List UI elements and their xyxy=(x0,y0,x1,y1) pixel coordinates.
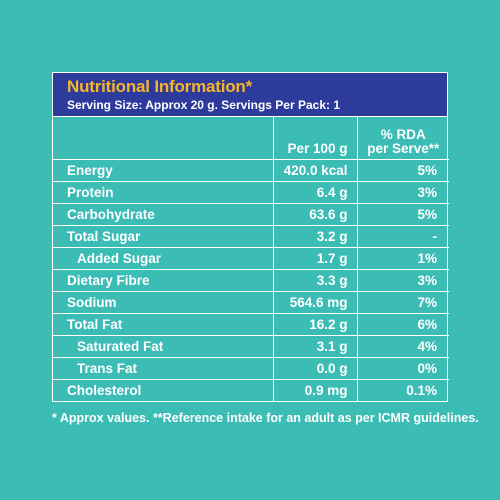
nutrient-rda: - xyxy=(357,224,449,247)
table-row: Protein 6.4 g 3% xyxy=(53,180,449,203)
nutrient-name: Energy xyxy=(53,158,274,181)
table-row: Energy 420.0 kcal 5% xyxy=(53,158,449,181)
header-rda: % RDA per Serve** xyxy=(357,117,449,159)
table-row: Trans Fat 0.0 g 0% xyxy=(53,356,449,379)
nutrient-rda: 0.1% xyxy=(357,378,449,401)
table-row: Carbohydrate 63.6 g 5% xyxy=(53,202,449,225)
table-header-row: Per 100 g % RDA per Serve** xyxy=(53,117,449,159)
table-row: Total Fat 16.2 g 6% xyxy=(53,312,449,335)
nutrient-name: Sodium xyxy=(53,290,274,313)
table-row: Cholesterol 0.9 mg 0.1% xyxy=(53,378,449,401)
nutrient-name: Carbohydrate xyxy=(53,202,274,225)
nutrient-per100: 1.7 g xyxy=(273,246,358,269)
nutrient-name: Added Sugar xyxy=(53,246,274,269)
table-row: Saturated Fat 3.1 g 4% xyxy=(53,334,449,357)
nutrient-name: Total Fat xyxy=(53,312,274,335)
nutrient-per100: 420.0 kcal xyxy=(273,158,358,181)
nutrient-per100: 0.0 g xyxy=(273,356,358,379)
nutrient-rda: 3% xyxy=(357,180,449,203)
serving-info: Serving Size: Approx 20 g. Servings Per … xyxy=(67,98,340,112)
nutrient-rda: 4% xyxy=(357,334,449,357)
nutrient-name: Saturated Fat xyxy=(53,334,274,357)
nutrient-name: Trans Fat xyxy=(53,356,274,379)
nutrient-name: Total Sugar xyxy=(53,224,274,247)
nutrition-table: Per 100 g % RDA per Serve** Energy 420.0… xyxy=(53,117,449,401)
header-rda-line1: % RDA xyxy=(380,126,426,142)
header-rda-line2: per Serve** xyxy=(367,140,440,156)
nutrient-per100: 3.2 g xyxy=(273,224,358,247)
nutrition-panel: Nutritional Information* Serving Size: A… xyxy=(52,72,449,402)
nutrient-rda: 1% xyxy=(357,246,449,269)
table-row: Total Sugar 3.2 g - xyxy=(53,224,449,247)
footnote: * Approx values. **Reference intake for … xyxy=(52,411,479,425)
table-row: Sodium 564.6 mg 7% xyxy=(53,290,449,313)
panel-title: Nutritional Information* xyxy=(67,77,253,96)
nutrient-per100: 564.6 mg xyxy=(273,290,358,313)
table-row: Dietary Fibre 3.3 g 3% xyxy=(53,268,449,291)
nutrient-rda: 5% xyxy=(357,202,449,225)
nutrient-rda: 3% xyxy=(357,268,449,291)
nutrient-per100: 0.9 mg xyxy=(273,378,358,401)
nutrient-rda: 5% xyxy=(357,158,449,181)
header-per100: Per 100 g xyxy=(273,117,358,159)
nutrient-rda: 0% xyxy=(357,356,449,379)
header-empty-cell xyxy=(53,117,274,159)
nutrient-rda: 6% xyxy=(357,312,449,335)
panel-header: Nutritional Information* Serving Size: A… xyxy=(53,73,447,117)
table-row: Added Sugar 1.7 g 1% xyxy=(53,246,449,269)
nutrient-rda: 7% xyxy=(357,290,449,313)
nutrient-per100: 63.6 g xyxy=(273,202,358,225)
nutrient-name: Cholesterol xyxy=(53,378,274,401)
nutrient-per100: 3.3 g xyxy=(273,268,358,291)
nutrient-name: Dietary Fibre xyxy=(53,268,274,291)
nutrient-name: Protein xyxy=(53,180,274,203)
nutrient-per100: 6.4 g xyxy=(273,180,358,203)
nutrient-per100: 16.2 g xyxy=(273,312,358,335)
nutrient-per100: 3.1 g xyxy=(273,334,358,357)
